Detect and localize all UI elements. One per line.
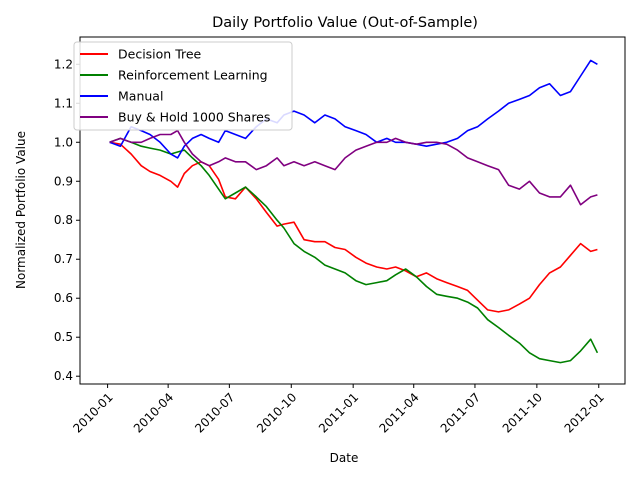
series-line-3 <box>109 129 598 206</box>
y-tick-label: 0.7 <box>54 252 73 266</box>
y-tick-label: 0.9 <box>54 174 73 188</box>
y-axis: 0.4 0.5 0.6 0.7 0.8 0.9 1.0 1.1 1.2 <box>54 57 80 383</box>
legend-label-0: Decision Tree <box>118 47 202 62</box>
series-line-2 <box>109 59 598 159</box>
legend: Decision Tree Reinforcement Learning Manua… <box>73 41 293 131</box>
series-line-1 <box>109 137 599 364</box>
chart-title: Daily Portfolio Value (Out-of-Sample) <box>212 15 478 31</box>
y-tick-label: 1.2 <box>54 57 73 71</box>
y-tick-label: 1.1 <box>54 96 73 110</box>
y-tick-label: 1.0 <box>54 135 73 149</box>
y-axis-label: Normalized Portfolio Value <box>14 131 28 289</box>
legend-label-1: Reinforcement Learning <box>118 68 268 83</box>
legend-box <box>73 41 293 131</box>
y-tick-label: 0.6 <box>54 291 73 305</box>
y-tick-label: 0.8 <box>54 213 73 227</box>
legend-label-2: Manual <box>118 89 163 104</box>
series-layer <box>109 59 599 364</box>
y-tick-label: 0.4 <box>54 369 73 383</box>
plot-frame <box>79 36 626 385</box>
legend-label-3: Buy & Hold 1000 Shares <box>118 110 270 125</box>
y-tick-label: 0.5 <box>54 330 73 344</box>
x-axis-label: Date <box>330 451 359 465</box>
series-line-0 <box>109 141 598 313</box>
